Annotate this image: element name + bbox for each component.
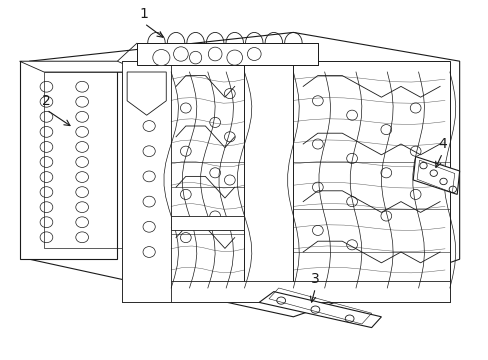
Ellipse shape [152, 49, 170, 66]
Ellipse shape [247, 48, 261, 60]
Polygon shape [259, 292, 381, 328]
Text: 4: 4 [437, 137, 446, 151]
Polygon shape [29, 32, 459, 317]
Polygon shape [20, 61, 142, 72]
Polygon shape [127, 72, 166, 115]
Text: 1: 1 [140, 8, 148, 21]
Ellipse shape [173, 47, 188, 61]
Text: 2: 2 [42, 94, 51, 108]
Ellipse shape [226, 50, 242, 65]
Polygon shape [412, 157, 459, 194]
Ellipse shape [208, 47, 222, 61]
Polygon shape [171, 216, 244, 230]
Polygon shape [137, 43, 317, 65]
Polygon shape [122, 281, 449, 302]
Polygon shape [122, 61, 171, 302]
Polygon shape [122, 61, 449, 302]
Text: 3: 3 [310, 272, 319, 286]
Polygon shape [20, 61, 117, 259]
Ellipse shape [189, 51, 202, 64]
